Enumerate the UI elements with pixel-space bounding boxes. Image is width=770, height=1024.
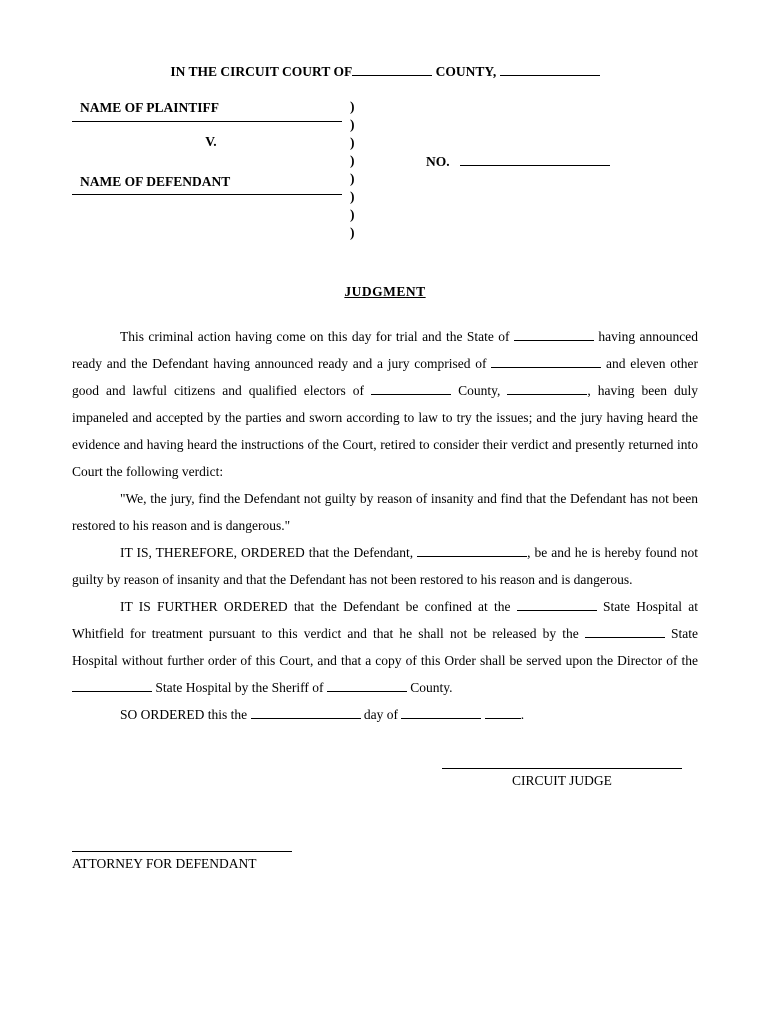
paragraph-5-ordered: SO ORDERED this the day of . — [72, 701, 698, 728]
p1-text-d: County, — [451, 383, 507, 398]
blank-state-name[interactable] — [500, 75, 600, 76]
paren: ) — [350, 152, 366, 170]
blank-electors-county[interactable] — [371, 394, 451, 395]
paren: ) — [350, 170, 366, 188]
case-number-block: NO. — [366, 98, 698, 242]
caption-parties: NAME OF PLAINTIFF V. NAME OF DEFENDANT — [72, 98, 350, 242]
blank-defendant-name[interactable] — [417, 556, 527, 557]
court-header: IN THE CIRCUIT COURT OF COUNTY, — [72, 62, 698, 82]
blank-case-number[interactable] — [460, 165, 610, 166]
case-caption: NAME OF PLAINTIFF V. NAME OF DEFENDANT )… — [72, 98, 698, 242]
attorney-signature-line[interactable] — [72, 851, 292, 852]
paren: ) — [350, 188, 366, 206]
blank-hospital-state-2[interactable] — [585, 637, 665, 638]
p3-text-a: IT IS, THEREFORE, ORDERED that the Defen… — [120, 545, 417, 560]
blank-juror-name[interactable] — [491, 367, 601, 368]
paren: ) — [350, 224, 366, 242]
blank-sheriff-county[interactable] — [327, 691, 407, 692]
versus-label: V. — [72, 132, 350, 152]
p4-text-e: County. — [407, 680, 453, 695]
judge-label: CIRCUIT JUDGE — [442, 771, 682, 791]
paragraph-1: This criminal action having come on this… — [72, 323, 698, 485]
paragraph-4: IT IS FURTHER ORDERED that the Defendant… — [72, 593, 698, 701]
header-prefix: IN THE CIRCUIT COURT OF — [170, 64, 352, 79]
attorney-signature-block: ATTORNEY FOR DEFENDANT — [72, 851, 292, 874]
caption-parens: ) ) ) ) ) ) ) ) — [350, 98, 366, 242]
defendant-line[interactable] — [72, 194, 342, 195]
paragraph-2-verdict: "We, the jury, find the Defendant not gu… — [72, 485, 698, 539]
blank-state-of[interactable] — [514, 340, 594, 341]
plaintiff-line[interactable] — [72, 121, 342, 122]
blank-county-state[interactable] — [507, 394, 587, 395]
paren: ) — [350, 116, 366, 134]
document-title: JUDGMENT — [72, 282, 698, 302]
case-no-label: NO. — [426, 154, 450, 169]
blank-month[interactable] — [401, 718, 481, 719]
judge-signature-line[interactable] — [442, 768, 682, 769]
header-county-word: COUNTY, — [436, 64, 497, 79]
plaintiff-label: NAME OF PLAINTIFF — [72, 98, 350, 118]
p4-text-d: State Hospital by the Sheriff of — [152, 680, 327, 695]
blank-hospital-state-1[interactable] — [517, 610, 597, 611]
paren: ) — [350, 206, 366, 224]
judge-signature-block: CIRCUIT JUDGE — [442, 768, 682, 791]
blank-year[interactable] — [485, 718, 521, 719]
paren: ) — [350, 98, 366, 116]
blank-county-name[interactable] — [352, 75, 432, 76]
p5-text-b: day of — [361, 707, 402, 722]
p5-text-c: . — [521, 707, 524, 722]
p4-text-a: IT IS FURTHER ORDERED that the Defendant… — [120, 599, 517, 614]
blank-day[interactable] — [251, 718, 361, 719]
defendant-label: NAME OF DEFENDANT — [72, 172, 350, 192]
p5-text-a: SO ORDERED this the — [120, 707, 251, 722]
blank-hospital-state-3[interactable] — [72, 691, 152, 692]
paragraph-3: IT IS, THEREFORE, ORDERED that the Defen… — [72, 539, 698, 593]
paren: ) — [350, 134, 366, 152]
p1-text-a: This criminal action having come on this… — [120, 329, 514, 344]
attorney-label: ATTORNEY FOR DEFENDANT — [72, 854, 292, 874]
